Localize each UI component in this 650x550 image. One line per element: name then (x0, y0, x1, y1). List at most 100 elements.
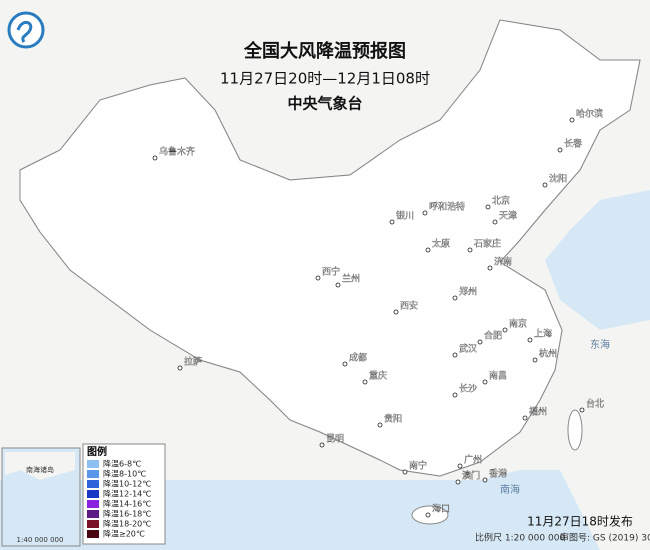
sea-label: 南海 (500, 483, 520, 496)
city-dot (527, 337, 533, 343)
taiwan (567, 409, 583, 451)
city-label: 济南 (494, 256, 512, 268)
city-label: 上海 (534, 328, 552, 340)
city-dot (455, 479, 461, 485)
city-label: 乌鲁木齐 (159, 146, 195, 158)
legend-label: 降温14-16℃ (103, 499, 151, 509)
city-dot (579, 407, 585, 413)
logo-mark (16, 21, 33, 43)
legend-label: 降温12-14℃ (103, 489, 151, 499)
legend-swatch (87, 500, 99, 508)
legend: 图例 降温6-8℃降温8-10℃降温10-12℃降温12-14℃降温14-16℃… (82, 443, 166, 545)
inset-land (5, 452, 75, 480)
legend-swatch (87, 530, 99, 538)
published: 11月27日18时发布 (527, 514, 633, 529)
city-label: 石家庄 (474, 238, 501, 250)
legend-label: 降温≥20℃ (103, 529, 145, 539)
city-dot (557, 147, 563, 153)
city-dot (335, 282, 341, 288)
city-dot (425, 512, 431, 518)
city-label: 天津 (499, 211, 517, 222)
city-label: 广州 (464, 454, 482, 466)
city-dot (569, 117, 575, 123)
legend-title: 图例 (87, 445, 107, 458)
city-dot (177, 365, 183, 371)
city-label: 澳门 (462, 470, 480, 482)
city-dot (402, 469, 408, 475)
period: 11月27日20时—12月1日08时 (220, 70, 430, 88)
city-label: 拉萨 (184, 356, 202, 368)
city-label: 武汉 (459, 343, 477, 355)
inset-label: 南海诸岛 (26, 465, 54, 474)
city-dot (457, 463, 463, 469)
city-label: 银川 (396, 210, 414, 222)
sea-label: 东海 (590, 338, 610, 351)
city-dot (477, 339, 483, 345)
legend-swatch (87, 520, 99, 528)
city-dot (389, 219, 395, 225)
city-dot (422, 210, 428, 216)
city-label: 合肥 (484, 330, 502, 342)
city-dot (482, 379, 488, 385)
city-label: 香港 (489, 468, 507, 480)
city-dot (532, 357, 538, 363)
city-dot (452, 352, 458, 358)
city-label: 西安 (400, 300, 418, 312)
inset-scale: 1:40 000 000 (17, 536, 64, 544)
city-label: 台北 (586, 398, 604, 410)
city-label: 南宁 (409, 460, 427, 472)
city-label: 南京 (509, 318, 527, 330)
legend-swatch (87, 490, 99, 498)
title: 全国大风降温预报图 (243, 40, 406, 62)
city-label: 长沙 (459, 383, 477, 395)
city-dot (393, 309, 399, 315)
city-dot (319, 442, 325, 448)
city-label: 杭州 (539, 348, 557, 360)
city-dot (492, 219, 498, 225)
city-label: 贵阳 (384, 413, 402, 425)
city-dot (482, 477, 488, 483)
city-dot (467, 247, 473, 253)
city-dot (487, 265, 493, 271)
city-label: 南昌 (489, 370, 507, 382)
legend-label: 降温16-18℃ (103, 509, 151, 519)
legend-swatch (87, 470, 99, 478)
city-dot (452, 392, 458, 398)
legend-label: 降温8-10℃ (103, 469, 146, 479)
city-dot (315, 275, 321, 281)
legend-swatch (87, 510, 99, 518)
scale: 比例尺 1:20 000 000 (475, 532, 565, 544)
logo (7, 11, 45, 49)
city-label: 太原 (432, 238, 450, 250)
city-dot (425, 247, 431, 253)
city-label: 哈尔滨 (576, 108, 603, 120)
city-dot (522, 415, 528, 421)
legend-label: 降温10-12℃ (103, 479, 151, 489)
city-label: 郑州 (459, 286, 477, 298)
city-dot (362, 379, 368, 385)
city-label: 海口 (432, 503, 450, 515)
city-label: 西宁 (322, 266, 340, 278)
legend-swatch (87, 460, 99, 468)
legend-label: 降温6-8℃ (103, 459, 141, 469)
city-dot (542, 182, 548, 188)
city-label: 长春 (564, 138, 582, 150)
city-dot (152, 155, 158, 161)
city-dot (502, 327, 508, 333)
city-label: 北京 (492, 195, 510, 207)
issuer: 中央气象台 (287, 95, 362, 113)
city-dot (485, 204, 491, 210)
city-label: 昆明 (326, 434, 344, 445)
city-label: 成都 (349, 352, 367, 364)
city-label: 呼和浩特 (429, 201, 465, 213)
city-label: 福州 (529, 406, 547, 418)
city-label: 沈阳 (549, 173, 567, 185)
legend-label: 降温18-20℃ (103, 519, 151, 529)
city-dot (342, 361, 348, 367)
legend-swatch (87, 480, 99, 488)
city-label: 重庆 (369, 370, 387, 382)
approval: 审图号: GS (2019) 3082号 (560, 532, 650, 544)
city-label: 兰州 (342, 273, 360, 285)
